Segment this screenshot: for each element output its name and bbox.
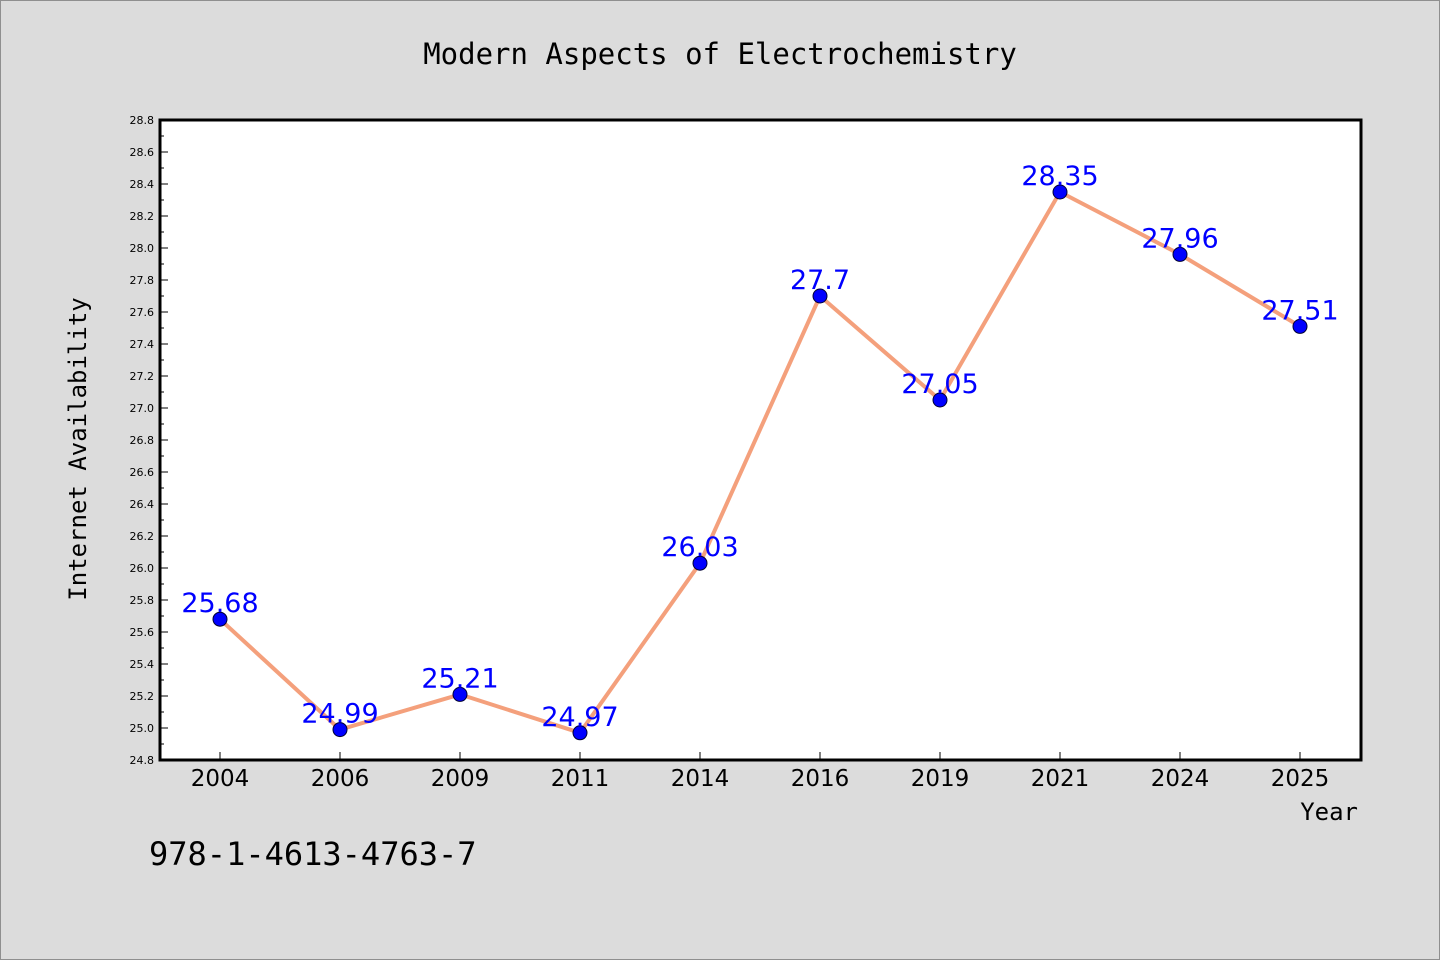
data-point	[572, 725, 588, 741]
data-label: 24.97	[541, 702, 618, 733]
x-tick-label: 2025	[1271, 766, 1330, 792]
y-tick-label: 28.4	[130, 178, 155, 191]
y-tick-label: 27.2	[130, 370, 155, 383]
series-line	[218, 190, 1302, 735]
y-tick-label: 26.2	[130, 530, 155, 543]
data-label: 25.21	[421, 663, 498, 694]
y-tick-label: 24.8	[130, 754, 155, 767]
footer-isbn: 978-1-4613-4763-7	[149, 835, 477, 873]
y-tick-label: 28.2	[130, 210, 155, 223]
data-label: 27.96	[1141, 223, 1218, 254]
y-tick-label: 28.6	[130, 146, 155, 159]
data-label: 24.99	[301, 699, 378, 730]
y-tick-label: 28.0	[130, 242, 155, 255]
x-tick-label: 2004	[191, 766, 250, 792]
y-tick-label: 25.2	[130, 690, 155, 703]
data-point	[1172, 246, 1188, 262]
x-tick-label: 2014	[671, 766, 730, 792]
x-tick-label: 2011	[551, 766, 610, 792]
x-tick-label: 2016	[791, 766, 850, 792]
chart-title: Modern Aspects of Electrochemistry	[423, 37, 1017, 71]
x-tick-label: 2021	[1031, 766, 1090, 792]
x-tick-label: 2024	[1151, 766, 1210, 792]
plot-area	[158, 118, 1363, 762]
y-tick-label: 26.4	[130, 498, 155, 511]
data-label: 27.7	[790, 265, 850, 296]
series-layer: 25.68 24.99 25.21 24.97 26.03 27.7 27.05 28.35 2…	[181, 161, 1339, 741]
y-axis: 24.8 25.0 25.2 25.4 25.6 25.8 26.0 26.2 26.4 26.6…	[130, 114, 168, 767]
data-label: 26.03	[661, 532, 738, 563]
data-label: 27.05	[901, 369, 978, 400]
data-label: 25.68	[181, 588, 258, 619]
y-tick-label: 27.0	[130, 402, 155, 415]
data-point	[1292, 318, 1308, 334]
data-point	[692, 555, 708, 571]
y-tick-label: 27.8	[130, 274, 155, 287]
data-point	[932, 392, 948, 408]
y-tick-label: 26.8	[130, 434, 155, 447]
x-axis-label: Year	[1300, 798, 1358, 826]
y-tick-label: 25.4	[130, 658, 155, 671]
data-label: 28.35	[1021, 161, 1098, 192]
x-tick-label: 2019	[911, 766, 970, 792]
x-axis: 2004 2006 2009 2011 2014 2016 2019 2021 2024 2025	[191, 752, 1330, 792]
data-point	[212, 611, 228, 627]
data-point	[452, 686, 468, 702]
y-axis-label: Internet Availability	[64, 297, 92, 600]
data-label: 27.51	[1261, 295, 1338, 326]
data-point	[1052, 184, 1068, 200]
y-tick-label: 27.4	[130, 338, 155, 351]
data-point	[332, 722, 348, 738]
data-point	[812, 288, 828, 304]
y-tick-label: 28.8	[130, 114, 155, 127]
y-tick-label: 27.6	[130, 306, 155, 319]
y-tick-label: 26.6	[130, 466, 155, 479]
y-tick-label: 26.0	[130, 562, 155, 575]
y-tick-label: 25.8	[130, 594, 155, 607]
y-tick-label: 25.6	[130, 626, 155, 639]
x-tick-label: 2009	[431, 766, 490, 792]
y-tick-label: 25.0	[130, 722, 155, 735]
x-tick-label: 2006	[311, 766, 370, 792]
